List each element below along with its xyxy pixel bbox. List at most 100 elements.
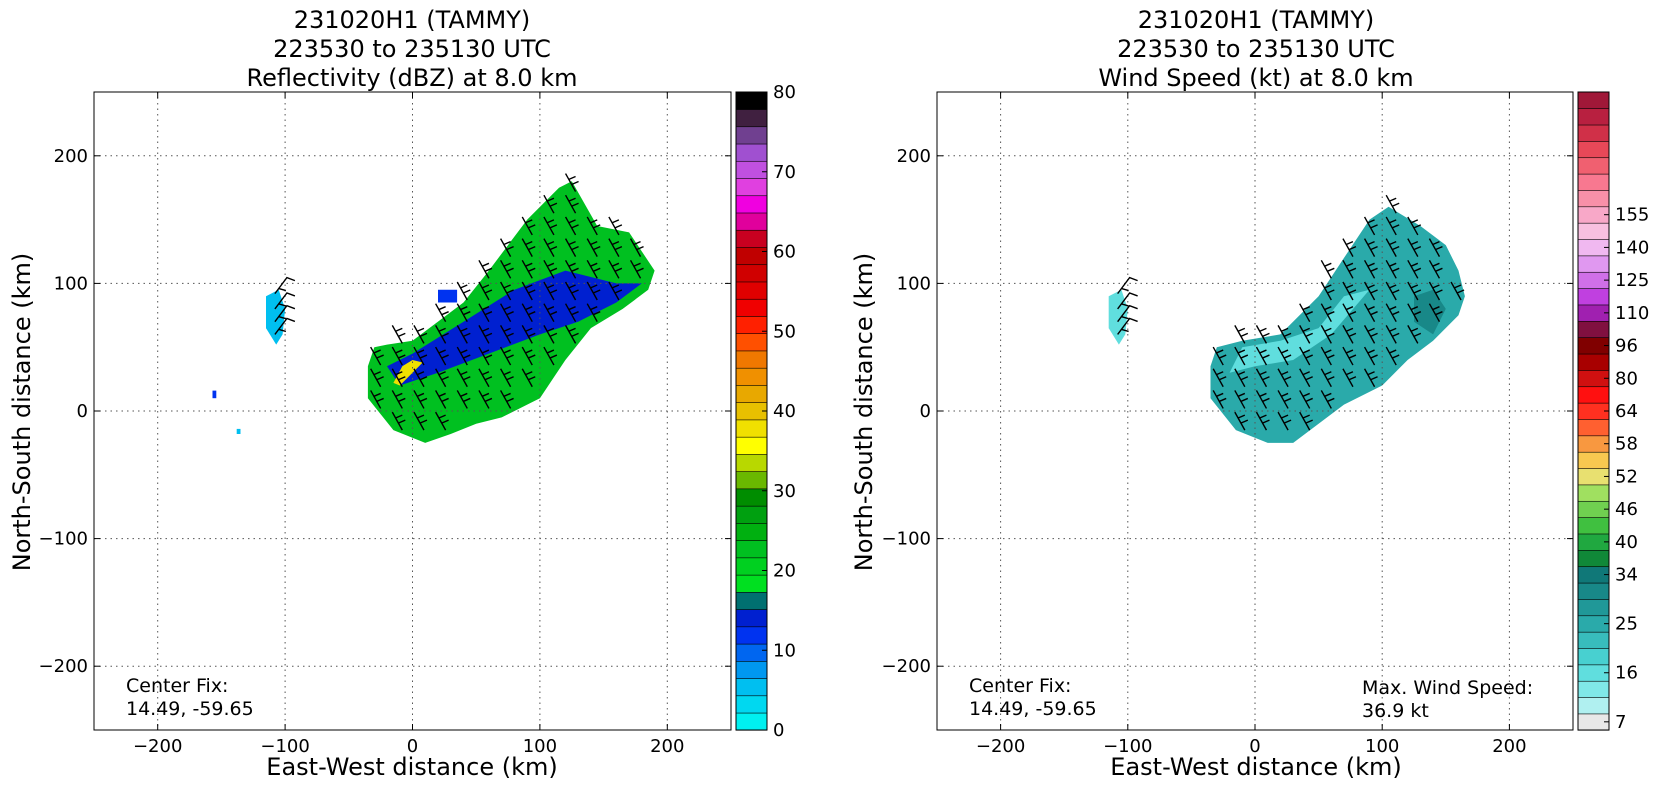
- wind-barb: [1299, 303, 1313, 323]
- colorbar-segment: [735, 436, 768, 455]
- wind-barb: [521, 216, 536, 236]
- wind-barb: [586, 216, 601, 236]
- x-tick-label: 0: [1249, 736, 1260, 757]
- data-region-small-cell-2: [236, 428, 241, 434]
- wind-barb: [478, 303, 493, 323]
- wind-barb: [1363, 216, 1378, 236]
- colorbar-segment: [735, 212, 768, 231]
- wind-barb: [478, 368, 493, 388]
- y-tick-label: 0: [920, 401, 931, 422]
- wind-barb: [499, 303, 514, 323]
- x-tick-label: 0: [407, 736, 418, 757]
- wind-barb: [1342, 238, 1357, 257]
- wind-barb: [1255, 346, 1270, 366]
- data-region-inner-band: [387, 270, 642, 386]
- colorbar-segment: [735, 195, 768, 214]
- colorbar-segment: [1577, 451, 1610, 469]
- colorbar-tick-label: 80: [773, 82, 796, 103]
- chart-title-line-3: Wind Speed (kt) at 8.0 km: [1098, 64, 1413, 92]
- wind-barb: [1320, 325, 1335, 344]
- wind-barb: [478, 346, 493, 366]
- wind-barb: [274, 292, 296, 310]
- colorbar-segment: [1577, 517, 1610, 535]
- wind-barb: [1299, 346, 1313, 366]
- colorbar-segment: [735, 626, 768, 645]
- wind-barb: [413, 390, 428, 409]
- wind-barb: [456, 390, 471, 409]
- wind-barb: [1407, 259, 1422, 279]
- wind-barb: [1117, 292, 1138, 310]
- x-tick-label: −100: [260, 736, 309, 757]
- wind-barb: [370, 390, 384, 409]
- wind-barb: [435, 411, 449, 431]
- wind-speed-plot-area: −200 −200 −100 −100 0 0 100 100 200 200: [882, 91, 1574, 757]
- colorbar-segment: [735, 264, 768, 283]
- colorbar-tick-label: 0: [773, 720, 784, 741]
- wind-barb: [543, 325, 558, 344]
- data-region-west-cell: [266, 289, 286, 345]
- wind-barb: [456, 346, 471, 366]
- colorbar-segment: [735, 350, 768, 369]
- wind-barb: [564, 325, 579, 344]
- wind-barb: [1255, 411, 1270, 431]
- colorbar-segment: [735, 505, 768, 524]
- colorbar-segment: [735, 471, 768, 490]
- wind-barb: [435, 346, 449, 366]
- wind-barb: [1407, 303, 1422, 323]
- wind-barb: [499, 281, 514, 301]
- colorbar-segment: [735, 591, 768, 610]
- colorbar-segment: [1577, 91, 1610, 109]
- wind-barb: [1428, 281, 1443, 301]
- wind-barb: [1320, 281, 1335, 301]
- wind-barb: [543, 238, 558, 257]
- wind-barb: [435, 390, 449, 409]
- colorbar-segment: [1577, 288, 1610, 306]
- wind-barb: [1234, 390, 1249, 409]
- colorbar-segment: [1577, 647, 1610, 666]
- wind-barb: [456, 368, 471, 388]
- y-axis-label: North-South distance (km): [8, 253, 36, 572]
- wind-barb: [1363, 303, 1378, 323]
- wind-barb: [499, 390, 514, 409]
- wind-barb: [1277, 390, 1292, 409]
- wind-barb: [1277, 411, 1292, 431]
- wind-barb: [521, 238, 536, 257]
- colorbar-segment: [735, 574, 768, 593]
- wind-barb: [564, 303, 579, 323]
- wind-barbs: [1117, 194, 1465, 431]
- wind-barb: [1385, 281, 1400, 301]
- wind-barb: [1407, 281, 1422, 301]
- wind-barb: [564, 259, 579, 279]
- colorbar-tick-label: 40: [773, 401, 796, 422]
- wind-barb: [608, 259, 623, 279]
- wind-barb: [1234, 411, 1249, 431]
- colorbar-tick-label: 155: [1615, 205, 1649, 226]
- wind-barb: [1450, 281, 1465, 301]
- colorbar-segment: [735, 557, 768, 576]
- wind-barb: [1342, 325, 1357, 344]
- data-region-light-region: [1229, 289, 1370, 373]
- wind-speed-colorbar: 7 16 25 34 40 46 52 58 64 80 96 110 125 140 155: [1577, 91, 1649, 733]
- colorbar-tick-label: 25: [1615, 614, 1638, 635]
- wind-barb: [1234, 325, 1249, 344]
- wind-barb: [1299, 368, 1313, 388]
- wind-barb: [1277, 325, 1292, 344]
- wind-barb: [1342, 368, 1357, 388]
- wind-barb: [435, 325, 449, 344]
- colorbar-tick-label: 20: [773, 561, 796, 582]
- wind-barb: [1234, 346, 1249, 366]
- colorbar-segment: [735, 695, 768, 714]
- colorbar-segment: [1577, 320, 1610, 338]
- colorbar-segment: [735, 229, 768, 248]
- wind-barb: [543, 281, 558, 301]
- wind-barb: [1320, 259, 1335, 279]
- wind-barb: [456, 303, 471, 323]
- center-fix-value: 14.49, -59.65: [126, 698, 254, 720]
- colorbar-segment: [1577, 386, 1610, 404]
- colorbar-segment: [735, 522, 768, 541]
- x-tick-label: 200: [1492, 736, 1526, 757]
- wind-barb: [1385, 346, 1400, 366]
- colorbar-segment: [1577, 418, 1610, 437]
- wind-barb: [1342, 303, 1357, 323]
